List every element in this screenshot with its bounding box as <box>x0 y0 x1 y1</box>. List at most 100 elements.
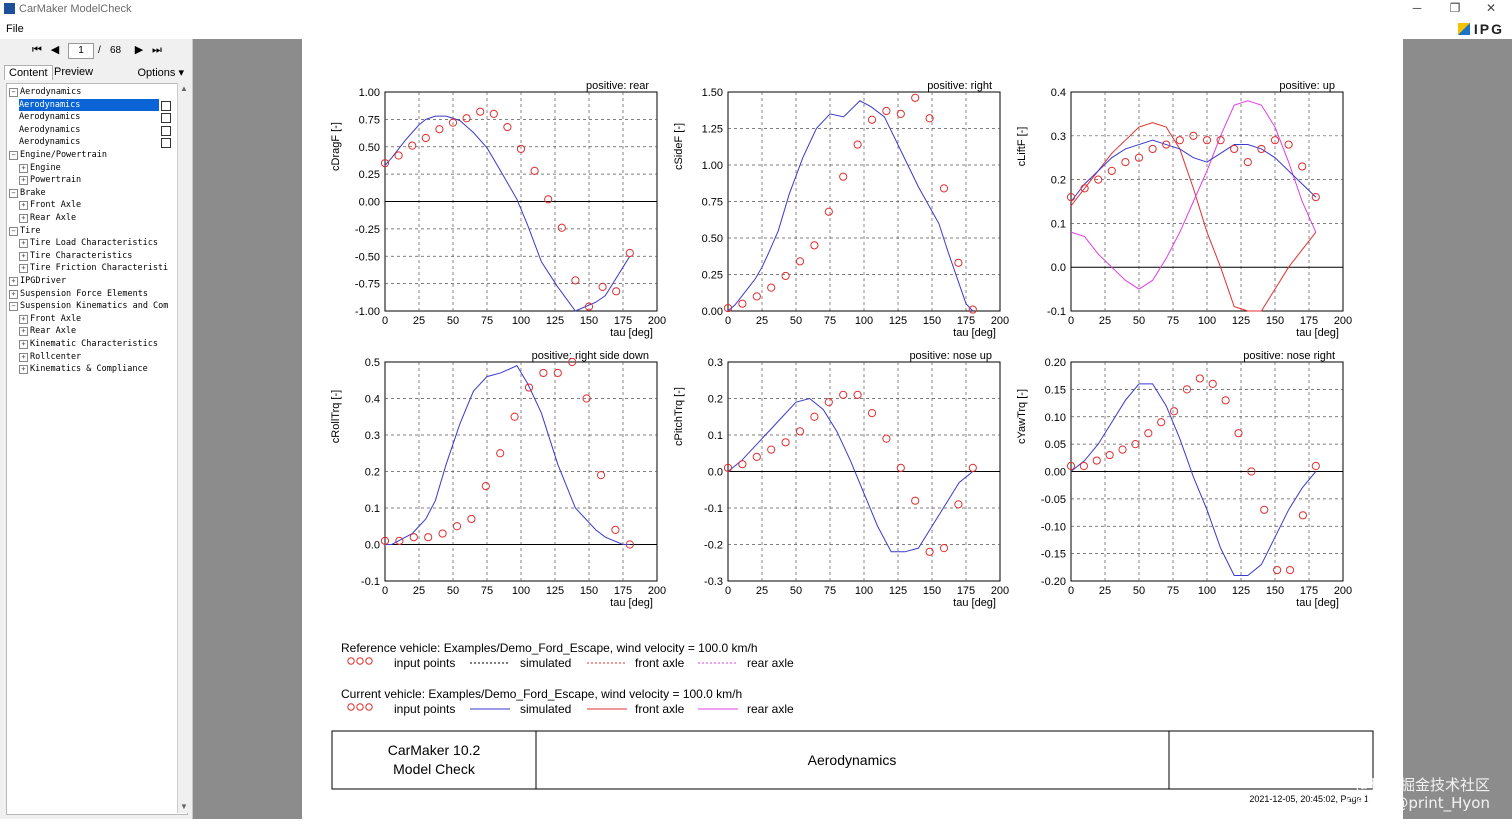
input-point-marker <box>1080 184 1089 193</box>
tree-item[interactable]: + Rear Axle <box>19 325 76 337</box>
tree-item[interactable]: + IPGDriver <box>9 275 66 287</box>
input-point-marker <box>568 357 577 367</box>
scroll-down-icon[interactable]: ▼ <box>180 802 188 811</box>
x-tick-label: 75 <box>1167 315 1179 327</box>
tree-item[interactable]: Aerodynamics <box>19 136 80 148</box>
input-point-marker <box>882 106 891 116</box>
tree-item[interactable]: − Engine/Powertrain <box>9 149 107 161</box>
maximize-button[interactable]: ❐ <box>1449 1 1461 15</box>
input-point-marker <box>911 93 920 102</box>
tree-item-label: Kinematic Characteristics <box>30 339 158 349</box>
expand-icon[interactable]: + <box>19 163 28 173</box>
x-tick-label: 50 <box>1133 585 1145 597</box>
expand-icon[interactable]: + <box>19 214 28 223</box>
input-point-marker <box>1148 144 1157 154</box>
expand-icon[interactable]: + <box>19 352 28 362</box>
x-axis-label: tau [deg] <box>1296 327 1339 339</box>
tree-item[interactable]: + Kinematic Characteristics <box>19 338 158 350</box>
expand-icon[interactable]: + <box>19 264 28 274</box>
tree-item[interactable]: − Tire <box>9 225 40 237</box>
series-simulated <box>1070 139 1317 202</box>
input-point-marker <box>939 184 949 193</box>
chart-note: positive: up <box>1279 80 1335 92</box>
expand-icon[interactable]: + <box>9 277 18 286</box>
tree-item[interactable]: Aerodynamics <box>19 98 159 111</box>
tree-item[interactable]: − Brake <box>9 187 46 199</box>
page-number-input[interactable]: 1 <box>68 43 94 59</box>
expand-icon[interactable]: + <box>19 251 28 261</box>
input-point-marker <box>767 283 776 292</box>
expand-icon[interactable]: + <box>19 365 28 375</box>
tree-item[interactable]: + Tire Load Characteristics <box>19 237 158 249</box>
collapse-icon[interactable]: − <box>9 188 18 198</box>
expand-icon[interactable]: + <box>19 314 28 324</box>
expand-icon[interactable]: + <box>19 176 28 186</box>
legend-marker <box>365 657 373 665</box>
tree-item-checkbox[interactable] <box>161 125 171 136</box>
tree-item-label: Aerodynamics <box>20 87 82 97</box>
tree-item-checkbox[interactable] <box>161 113 171 124</box>
tree-item-checkbox[interactable] <box>161 100 171 111</box>
x-axis-label: tau [deg] <box>1296 597 1339 609</box>
input-point-marker <box>781 438 790 447</box>
close-button[interactable]: ✕ <box>1485 1 1497 15</box>
menu-file[interactable]: File <box>6 23 24 35</box>
tree-item[interactable]: − Aerodynamics <box>9 86 81 98</box>
y-tick-label: 0.00 <box>702 306 723 318</box>
tab-preview[interactable]: Preview <box>54 66 94 78</box>
expand-icon[interactable]: + <box>19 201 28 211</box>
tree-item-label: Tire Characteristics <box>30 250 133 261</box>
next-page-button[interactable]: ▶ <box>134 44 144 56</box>
collapse-icon[interactable]: − <box>9 302 18 312</box>
y-tick-label: -0.2 <box>704 540 723 552</box>
tree-item-checkbox[interactable] <box>161 138 171 149</box>
last-page-button[interactable]: ⏭ <box>152 44 162 56</box>
y-tick-label: 0.3 <box>365 430 380 442</box>
tree-item[interactable]: + Front Axle <box>19 313 81 325</box>
first-page-button[interactable]: ⏮ <box>32 44 42 56</box>
chart-note: positive: rear <box>586 80 649 92</box>
minimize-button[interactable]: ─ <box>1412 1 1422 15</box>
input-point-marker <box>571 276 580 285</box>
x-tick-label: 0 <box>725 585 731 597</box>
y-tick-label: 0.15 <box>1045 384 1066 396</box>
legend-title: Reference vehicle: Examples/Demo_Ford_Es… <box>341 641 758 655</box>
collapse-icon[interactable]: − <box>9 226 18 236</box>
tree-scrollbar[interactable]: ▲ ▼ <box>177 83 190 813</box>
expand-icon[interactable]: + <box>19 327 28 337</box>
tab-content[interactable]: Content <box>4 65 53 80</box>
expand-icon[interactable]: + <box>9 289 18 299</box>
x-tick-label: 175 <box>957 585 975 597</box>
y-tick-label: -0.20 <box>1041 576 1066 588</box>
x-tick-label: 125 <box>1232 585 1250 597</box>
x-tick-label: 175 <box>1300 585 1318 597</box>
input-point-marker <box>1284 140 1293 149</box>
chart-5: 0 25 50 75 100 125 150 175 200 0.20 0.15 0.10 0.05 0.… <box>1016 350 1352 609</box>
expand-icon[interactable]: + <box>19 239 28 249</box>
input-point-marker <box>1216 136 1225 145</box>
footer-section-title: Aerodynamics <box>808 752 897 768</box>
tree-item[interactable]: + Powertrain <box>19 174 81 186</box>
tree-item[interactable]: + Tire Characteristics <box>19 250 132 262</box>
prev-page-button[interactable]: ◀ <box>50 44 60 56</box>
input-point-marker <box>968 305 977 314</box>
collapse-icon[interactable]: − <box>9 88 18 97</box>
chart-4: 0 25 50 75 100 125 150 175 200 0.3 0.2 0.1 0.0 -0.1 -0… <box>673 350 1009 609</box>
input-point-marker <box>1208 379 1217 388</box>
tree-item[interactable]: − Suspension Kinematics and Com <box>9 300 168 312</box>
tree-item[interactable]: + Rollcenter <box>19 351 81 363</box>
tree-item[interactable]: + Suspension Force Elements <box>9 288 148 300</box>
options-dropdown[interactable]: Options ▾ <box>137 67 185 79</box>
scroll-up-icon[interactable]: ▲ <box>180 84 188 93</box>
tree-item[interactable]: + Rear Axle <box>19 212 76 224</box>
tree-item[interactable]: + Kinematics & Compliance <box>19 363 148 375</box>
tree-item[interactable]: Aerodynamics <box>19 111 80 123</box>
collapse-icon[interactable]: − <box>9 151 18 160</box>
tree-item[interactable]: + Engine <box>19 162 61 174</box>
tree-item[interactable]: Aerodynamics <box>19 124 80 136</box>
tree-item[interactable]: + Tire Friction Characteristi <box>19 262 168 274</box>
input-point-marker <box>1243 157 1252 167</box>
x-tick-label: 50 <box>447 315 459 327</box>
tree-item[interactable]: + Front Axle <box>19 199 81 211</box>
expand-icon[interactable]: + <box>19 340 28 349</box>
